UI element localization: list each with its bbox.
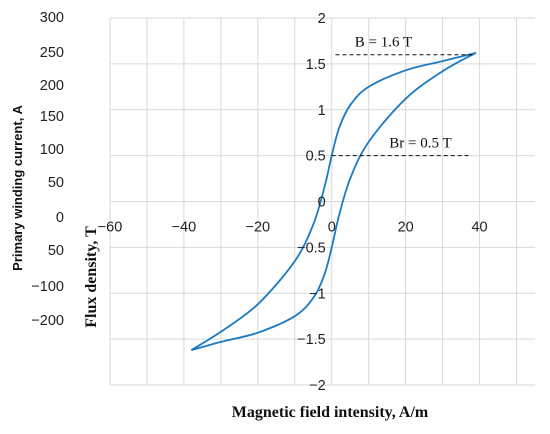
- y-tick-label: −1: [309, 286, 326, 302]
- x-tick-label: −20: [246, 220, 271, 236]
- x-tick-label: 20: [398, 220, 414, 236]
- y-tick-label: 1.5: [306, 57, 326, 73]
- annotations: B = 1.6 T Br = 0.5 T: [331, 35, 473, 157]
- secondary-y-tick-label: 50: [48, 243, 64, 259]
- x-ticks: −60 −40 −20 0 20 40: [98, 220, 488, 236]
- secondary-y-axis-label: Primary winding current, A: [10, 105, 25, 271]
- series-group: [190, 52, 477, 351]
- y-tick-label: 2: [318, 11, 326, 27]
- saturation-annotation: B = 1.6 T: [355, 35, 412, 51]
- hysteresis-branch-1: [190, 52, 477, 351]
- x-tick-label: 0: [328, 220, 336, 236]
- hysteresis-branch-2: [191, 52, 477, 351]
- secondary-y-tick-label: 200: [40, 78, 64, 94]
- secondary-y-tick-label: 100: [40, 142, 64, 158]
- secondary-y-tick-label: −200: [31, 313, 64, 329]
- y-tick-label: 0.5: [306, 149, 326, 165]
- y-tick-label: 1: [318, 103, 326, 119]
- y-axis-label: Flux density, T: [83, 226, 100, 328]
- secondary-y-tick-label: 250: [40, 45, 64, 61]
- y-tick-label: −1.5: [297, 332, 326, 348]
- x-tick-label: 40: [471, 220, 487, 236]
- y-tick-label: −0.5: [297, 240, 326, 256]
- y-tick-label: −2: [309, 378, 326, 394]
- y-tick-label: 0: [318, 195, 326, 211]
- secondary-y-tick-label: 150: [40, 109, 64, 125]
- x-axis-label: Magnetic field intensity, A/m: [232, 404, 429, 421]
- secondary-y-tick-label: 0: [56, 210, 64, 226]
- remanence-annotation: Br = 0.5 T: [389, 136, 451, 152]
- secondary-y-tick-label: −100: [31, 279, 64, 295]
- secondary-y-tick-label: 50: [48, 175, 64, 191]
- grid: [109, 17, 535, 386]
- secondary-y-tick-label: 300: [40, 10, 64, 26]
- x-tick-label: −60: [98, 220, 123, 236]
- y-ticks: −2 −1.5 −1 −0.5 0 0.5 1 1.5 2: [297, 11, 326, 394]
- x-tick-label: −40: [172, 220, 197, 236]
- secondary-y-ticks: 300 250 200 150 100 50 0 50 −100 −200: [31, 10, 64, 329]
